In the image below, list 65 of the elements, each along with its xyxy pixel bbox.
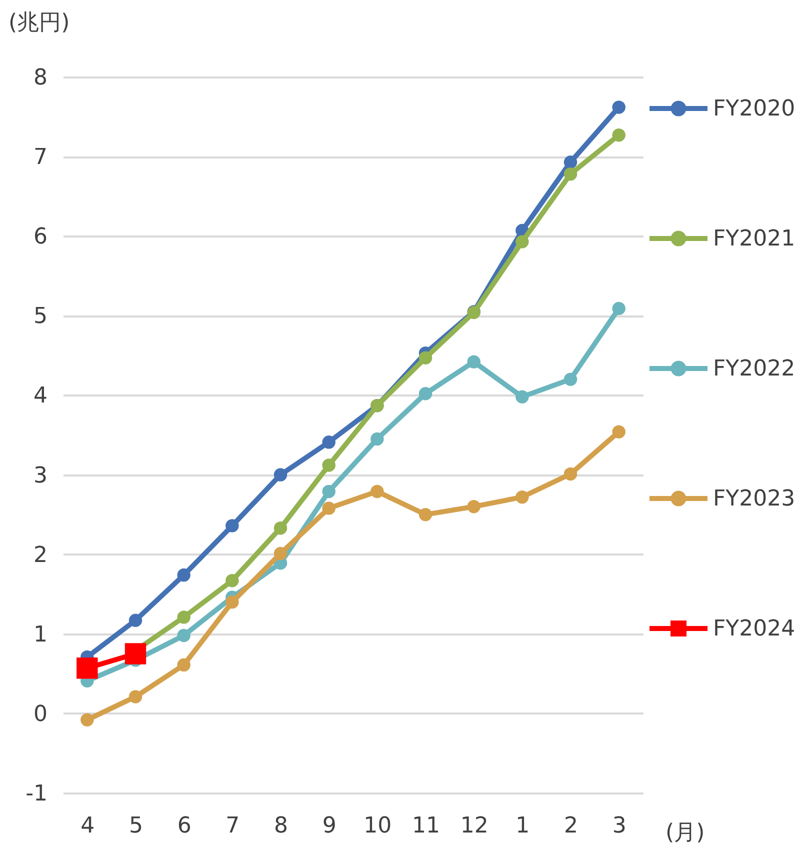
legend-label: FY2020 <box>713 96 796 122</box>
point <box>128 614 142 627</box>
point <box>274 468 288 482</box>
x-tick-label: 12 <box>460 814 488 838</box>
point <box>516 490 529 504</box>
point <box>226 519 239 532</box>
y-tick-label: -1 <box>26 782 48 806</box>
legend-label: FY2024 <box>713 616 796 642</box>
point <box>177 658 190 672</box>
point <box>226 574 239 588</box>
point <box>467 500 480 514</box>
point <box>177 568 190 582</box>
legend-label: FY2021 <box>713 226 796 252</box>
point <box>80 713 94 726</box>
point <box>274 521 288 535</box>
x-tick-label: 9 <box>322 814 336 838</box>
point <box>612 100 626 114</box>
y-tick-label: 4 <box>34 384 48 409</box>
x-tick-label: 1 <box>516 814 530 838</box>
y-tick-label: 8 <box>34 66 48 90</box>
y-tick-label: 5 <box>34 304 48 330</box>
point <box>128 690 142 704</box>
point <box>467 355 480 368</box>
point <box>612 302 626 316</box>
x-tick-label: 2 <box>564 814 578 838</box>
point <box>274 546 288 560</box>
x-tick-label: 11 <box>412 814 440 838</box>
point <box>226 595 239 609</box>
point <box>564 467 578 481</box>
x-tick-label: 10 <box>364 814 392 838</box>
point <box>516 235 529 248</box>
x-tick-label: 6 <box>177 814 192 838</box>
y-axis-title: (兆円) <box>8 10 70 36</box>
x-tick-label: 5 <box>129 814 143 838</box>
x-tick-label: 7 <box>226 814 240 838</box>
y-tick-label: 0 <box>34 702 48 727</box>
point <box>370 484 384 498</box>
point <box>564 156 578 169</box>
point <box>322 436 336 449</box>
point <box>516 390 529 404</box>
legend-label: FY2022 <box>713 356 796 382</box>
y-tick-label: 2 <box>34 542 48 568</box>
x-tick-label: 3 <box>612 814 626 838</box>
point <box>418 508 432 522</box>
point <box>612 425 626 438</box>
point <box>322 502 336 515</box>
point <box>322 484 336 498</box>
point <box>177 610 190 624</box>
x-tick-label: 8 <box>274 814 288 838</box>
point <box>76 657 98 679</box>
point <box>418 351 432 364</box>
x-tick-label: 4 <box>80 814 95 838</box>
y-tick-label: 7 <box>34 145 48 170</box>
point <box>322 458 336 472</box>
y-tick-label: 1 <box>34 622 48 648</box>
y-tick-label: 3 <box>34 463 48 488</box>
point <box>612 128 626 142</box>
legend-label: FY2023 <box>713 486 796 512</box>
point <box>177 628 190 642</box>
point <box>564 167 578 181</box>
point <box>418 387 432 400</box>
y-tick-label: 6 <box>34 224 48 250</box>
x-axis-title: (月) <box>666 820 705 846</box>
point <box>370 432 384 446</box>
point <box>564 372 578 386</box>
